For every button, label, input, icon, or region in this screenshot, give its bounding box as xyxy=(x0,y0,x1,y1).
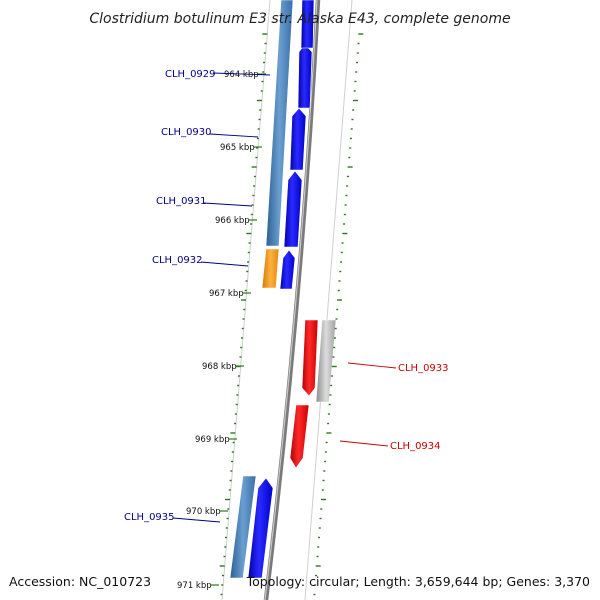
topology-text: Topology: circular; Length: 3,659,644 bp… xyxy=(246,574,590,589)
genome-backbone xyxy=(263,0,321,600)
accession-text: Accession: NC_010723 xyxy=(9,574,151,589)
gene-leader-line xyxy=(200,261,249,267)
gene-arrow-clh-0933[interactable] xyxy=(301,319,319,397)
gene-block-steel-upper[interactable] xyxy=(265,0,294,247)
gene-label-clh-0933[interactable]: CLH_0933 xyxy=(398,363,449,374)
tick-label: 970 kbp xyxy=(186,507,221,517)
outer-track-right xyxy=(304,0,353,600)
gene-block-steel-lower[interactable] xyxy=(229,475,257,579)
gene-arrow-clh-0934[interactable] xyxy=(289,404,310,469)
gene-leader-line xyxy=(203,202,253,207)
gene-label-clh-0932[interactable]: CLH_0932 xyxy=(152,255,203,266)
gene-label-clh-0931[interactable]: CLH_0931 xyxy=(156,196,207,207)
map-title: Clostridium botulinum E3 str. Alaska E43… xyxy=(89,11,510,27)
genome-backbone-highlight xyxy=(264,0,318,600)
tick-label: 971 kbp xyxy=(177,581,212,591)
gene-arrow-clh-0935[interactable] xyxy=(247,477,274,579)
tick-label: 967 kbp xyxy=(209,289,244,299)
tick-label: 965 kbp xyxy=(220,143,255,153)
tick-label: 964 kbp xyxy=(224,70,259,80)
gene-leader-line xyxy=(212,72,271,76)
gene-arrow-clh-0931[interactable] xyxy=(283,170,303,248)
gene-block-grey[interactable] xyxy=(315,319,337,403)
gene-label-clh-0929[interactable]: CLH_0929 xyxy=(165,69,216,80)
gene-leader-line xyxy=(339,440,389,447)
gene-arrow-clh-0932[interactable] xyxy=(279,249,296,290)
tick-label: 966 kbp xyxy=(215,216,250,226)
tick-label: 969 kbp xyxy=(195,435,230,445)
gene-leader-line xyxy=(347,362,397,369)
gene-block-orange[interactable] xyxy=(261,248,280,289)
gene-arrow-clh-0929-upper[interactable] xyxy=(300,0,315,49)
gene-label-clh-0934[interactable]: CLH_0934 xyxy=(390,441,441,452)
tick-label: 968 kbp xyxy=(202,362,237,372)
gene-arrow-clh-0930[interactable] xyxy=(289,107,307,171)
gene-label-clh-0935[interactable]: CLH_0935 xyxy=(124,512,175,523)
gene-label-clh-0930[interactable]: CLH_0930 xyxy=(161,127,212,138)
gene-leader-line xyxy=(209,133,259,138)
gene-arrow-clh-0929[interactable] xyxy=(297,43,313,109)
gene-leader-line xyxy=(172,517,221,523)
